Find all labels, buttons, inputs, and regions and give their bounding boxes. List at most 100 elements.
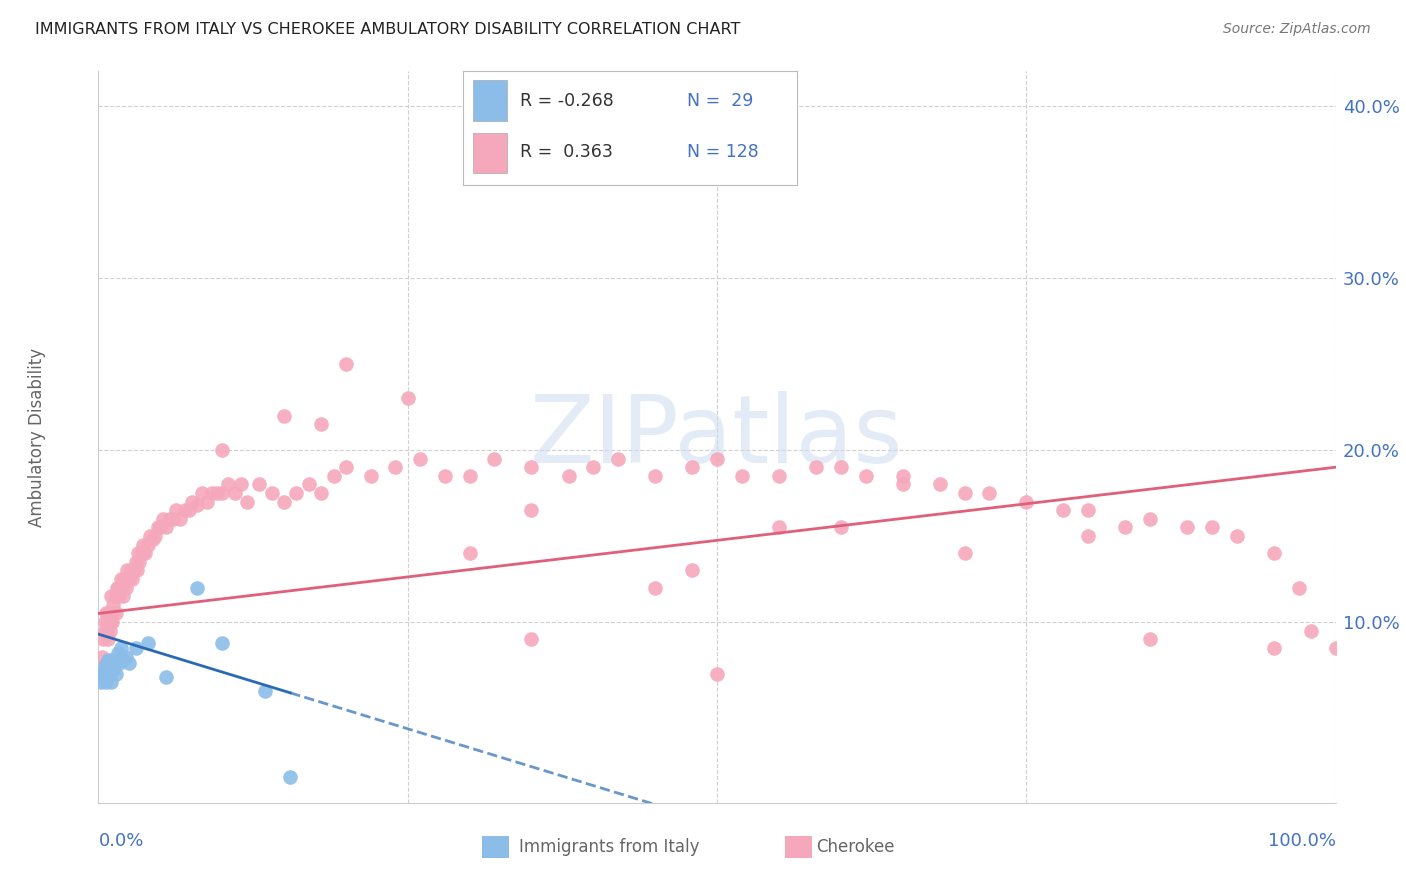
Point	[101, 615, 124, 629]
Point	[1324, 640, 1347, 655]
Point	[97, 607, 120, 621]
Point	[93, 632, 115, 647]
Point	[108, 657, 131, 671]
Point	[706, 666, 728, 681]
Point	[804, 460, 827, 475]
Point	[211, 486, 233, 500]
Point	[115, 564, 138, 578]
Point	[384, 460, 406, 475]
Point	[979, 486, 1001, 500]
Point	[1139, 512, 1161, 526]
Point	[205, 486, 228, 500]
Point	[520, 460, 543, 475]
Point	[768, 468, 790, 483]
Point	[409, 451, 432, 466]
Point	[433, 468, 456, 483]
Point	[114, 581, 136, 595]
Point	[98, 666, 121, 681]
Text: Cherokee: Cherokee	[815, 838, 894, 855]
Point	[122, 564, 145, 578]
Point	[309, 417, 332, 432]
Point	[1077, 529, 1099, 543]
FancyBboxPatch shape	[785, 836, 813, 858]
Point	[891, 468, 914, 483]
Point	[131, 546, 153, 560]
Text: 0.0%: 0.0%	[98, 832, 143, 850]
Point	[335, 460, 357, 475]
Point	[1015, 494, 1038, 508]
Point	[360, 468, 382, 483]
Point	[96, 670, 118, 684]
Point	[149, 520, 172, 534]
Text: Immigrants from Italy: Immigrants from Italy	[519, 838, 700, 855]
Point	[582, 460, 605, 475]
Text: IMMIGRANTS FROM ITALY VS CHEROKEE AMBULATORY DISABILITY CORRELATION CHART: IMMIGRANTS FROM ITALY VS CHEROKEE AMBULA…	[35, 22, 741, 37]
Point	[93, 624, 115, 638]
Point	[107, 646, 129, 660]
Point	[458, 546, 481, 560]
Point	[120, 564, 142, 578]
Point	[247, 477, 270, 491]
Point	[217, 477, 239, 491]
Point	[91, 666, 114, 681]
Point	[93, 658, 115, 673]
Point	[169, 512, 191, 526]
Point	[1114, 520, 1136, 534]
Point	[1263, 640, 1285, 655]
Point	[768, 520, 790, 534]
Point	[309, 486, 332, 500]
Point	[128, 555, 150, 569]
Point	[118, 572, 141, 586]
Point	[706, 451, 728, 466]
Point	[101, 653, 124, 667]
Point	[322, 468, 344, 483]
Point	[110, 572, 132, 586]
Point	[155, 670, 177, 684]
Point	[112, 653, 135, 667]
Point	[96, 624, 118, 638]
Point	[94, 675, 117, 690]
Point	[174, 503, 197, 517]
Point	[162, 512, 184, 526]
Point	[132, 538, 155, 552]
Point	[121, 572, 143, 586]
Point	[139, 529, 162, 543]
Point	[105, 589, 128, 603]
Text: Source: ZipAtlas.com: Source: ZipAtlas.com	[1223, 22, 1371, 37]
Point	[278, 770, 301, 784]
Point	[273, 409, 295, 423]
Point	[236, 494, 259, 508]
Point	[644, 581, 666, 595]
Point	[1226, 529, 1249, 543]
Point	[97, 663, 120, 677]
Point	[103, 589, 125, 603]
Point	[100, 589, 122, 603]
Point	[101, 607, 124, 621]
Point	[191, 486, 214, 500]
Point	[94, 624, 117, 638]
Point	[953, 486, 976, 500]
Point	[91, 649, 114, 664]
Point	[124, 564, 146, 578]
Point	[110, 640, 132, 655]
Point	[98, 615, 121, 629]
Point	[254, 684, 277, 698]
Point	[1052, 503, 1074, 517]
Point	[855, 468, 877, 483]
Point	[136, 636, 159, 650]
Point	[1288, 581, 1310, 595]
Point	[607, 451, 630, 466]
Point	[124, 555, 146, 569]
Text: Ambulatory Disability: Ambulatory Disability	[28, 348, 45, 526]
Point	[953, 546, 976, 560]
Point	[1201, 520, 1223, 534]
Point	[165, 503, 187, 517]
Point	[107, 581, 129, 595]
Point	[731, 468, 754, 483]
Point	[211, 636, 233, 650]
Point	[105, 653, 128, 667]
Point	[155, 520, 177, 534]
Point	[117, 572, 139, 586]
Point	[146, 520, 169, 534]
Point	[93, 663, 115, 677]
